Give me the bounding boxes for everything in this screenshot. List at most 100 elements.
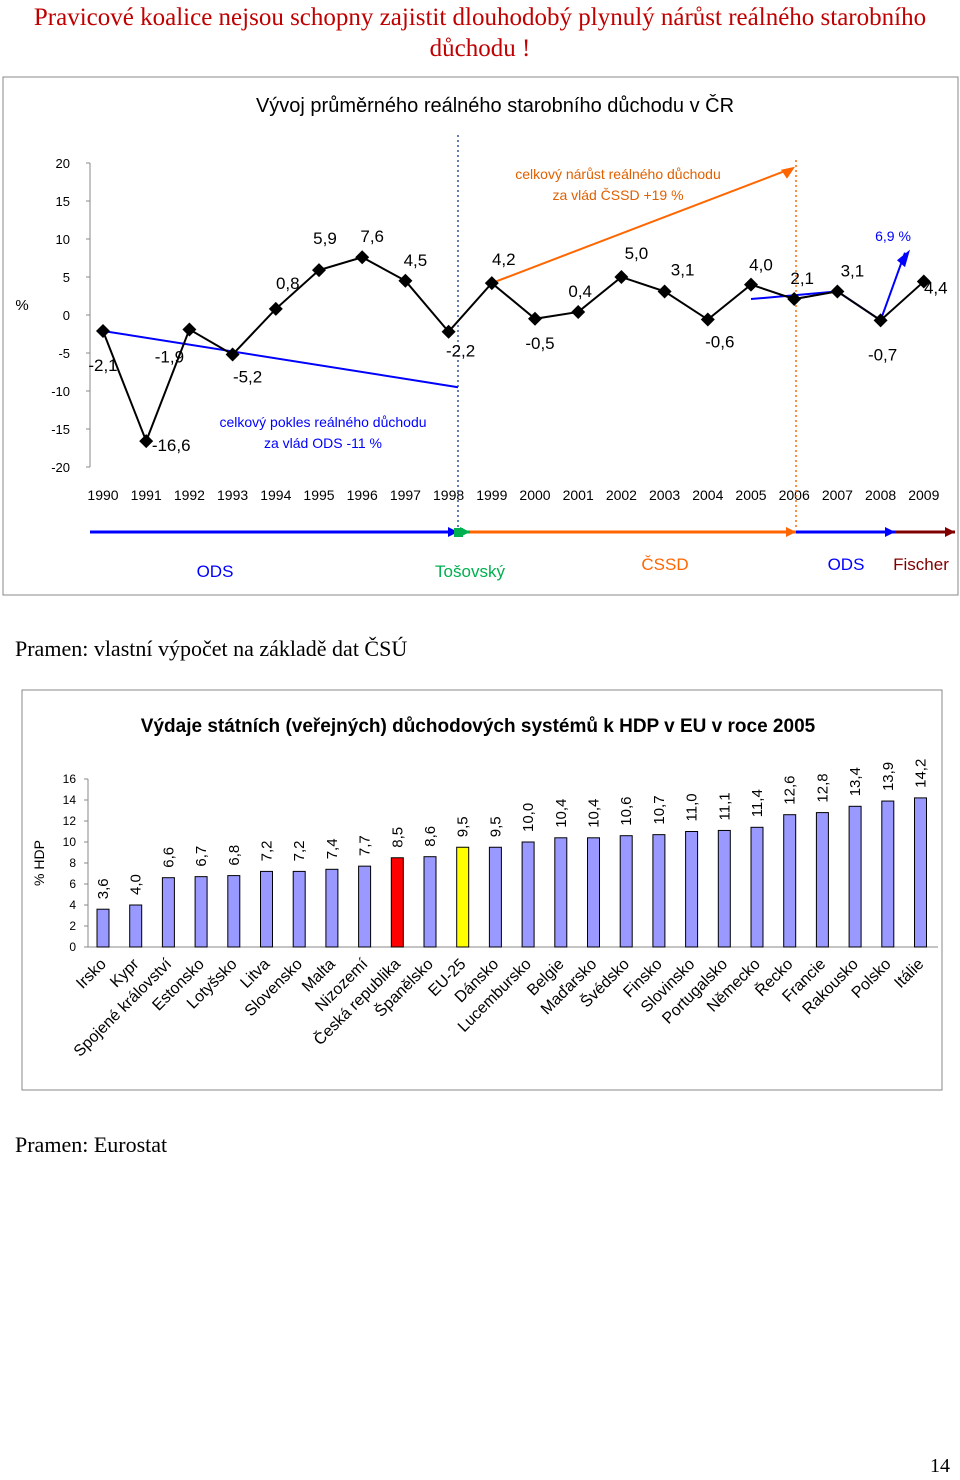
- bar: [456, 846, 470, 948]
- line-value-label: -2,2: [446, 342, 475, 361]
- line-point: [744, 277, 758, 292]
- line-chart-axes: 20 15 10 5 0 -5 -10 -15 -20 1990 1991 1992 1993 1994 1…: [51, 156, 939, 503]
- bar-value-label: 3,6: [95, 878, 112, 899]
- bar: [914, 797, 927, 948]
- bar: [652, 834, 666, 948]
- line-y-tick: 0: [63, 308, 70, 323]
- bar-value-label: 11,4: [749, 789, 766, 817]
- line-point: [312, 263, 326, 278]
- period-arrow: [885, 527, 895, 537]
- bar-value-label: 7,2: [259, 841, 276, 862]
- period-label: Fischer: [893, 555, 949, 574]
- period-label: ODS: [828, 555, 865, 574]
- bar: [521, 841, 535, 948]
- line-y-tick: -5: [58, 346, 70, 361]
- line-x-tick: 2003: [649, 487, 680, 503]
- line-chart-ylabel: %: [15, 297, 28, 314]
- bar: [619, 835, 633, 948]
- line-x-tick: 1998: [433, 487, 464, 503]
- line-x-tick: 1995: [303, 487, 334, 503]
- bar-y-tick: 16: [63, 772, 77, 786]
- line-point: [657, 284, 672, 299]
- line-value-label: -16,6: [152, 436, 191, 455]
- line-value-label: 4,5: [404, 251, 428, 270]
- line-value-label: -1,9: [155, 347, 184, 366]
- bar: [325, 868, 339, 948]
- source-note-1: Pramen: vlastní výpočet na základě dat Č…: [15, 636, 408, 661]
- bar-chart-bars: 3,6 4,0 6,6 6,7 6,8 7,2 7,2 7,4 7,7 8,5 8,6 9,5 9,5 1…: [95, 759, 930, 948]
- line-x-tick: 2006: [779, 487, 810, 503]
- bar-value-label: 10,4: [553, 799, 570, 828]
- period-label: ČSSD: [641, 555, 688, 574]
- bar-chart-title: Výdaje státních (veřejných) důchodových …: [141, 716, 816, 737]
- period-label: Tošovský: [435, 562, 505, 581]
- line-x-tick: 2004: [692, 487, 723, 503]
- bar-y-tick: 4: [69, 898, 76, 912]
- page-heading: Pravicové koalice nejsou schopny zajisti…: [33, 4, 927, 62]
- period-arrow: [786, 527, 796, 537]
- line-value-label: 3,1: [671, 260, 695, 279]
- bar: [488, 846, 502, 948]
- bar-value-label: 7,7: [357, 835, 374, 856]
- line-point: [614, 270, 629, 284]
- line-point: [873, 313, 888, 328]
- bar: [227, 875, 241, 948]
- line-value-label: -5,2: [233, 368, 262, 387]
- bar: [750, 826, 764, 948]
- bar-value-label: 8,6: [422, 826, 439, 847]
- line-x-tick: 2000: [519, 487, 550, 503]
- line-x-tick: 2001: [563, 487, 594, 503]
- bar-y-tick: 2: [69, 919, 76, 933]
- bar-value-label: 6,6: [160, 847, 177, 868]
- line-chart-periods: ODS Tošovský ČSSD ODS Fischer: [90, 135, 955, 581]
- cssd-trend-line: [491, 168, 791, 285]
- line-point: [484, 276, 499, 291]
- bar-value-label: 8,5: [389, 827, 406, 848]
- bar-y-tick: 10: [63, 835, 77, 849]
- ods-annotation: za vlád ODS -11 %: [264, 435, 382, 451]
- bar: [390, 857, 404, 948]
- line-point: [528, 311, 542, 326]
- pension-spending-chart: Výdaje státních (veřejných) důchodových …: [21, 689, 943, 1091]
- bar-value-label: 7,4: [324, 838, 341, 859]
- bar-y-tick: 14: [63, 793, 77, 807]
- line-series: [102, 256, 925, 444]
- line-value-label: 0,4: [568, 282, 592, 301]
- bar-value-label: 6,7: [193, 846, 210, 867]
- line-chart-title: Vývoj průměrného reálného starobního důc…: [256, 94, 734, 117]
- bar: [848, 805, 862, 948]
- line-x-tick: 2002: [606, 487, 637, 503]
- bar-value-label: 11,1: [716, 792, 733, 820]
- bar: [717, 829, 731, 948]
- bar-value-label: 10,7: [651, 795, 668, 824]
- line-value-label: 3,1: [841, 261, 865, 280]
- line-x-tick: 2009: [908, 487, 939, 503]
- line-point: [182, 322, 197, 337]
- line-y-tick: -20: [51, 460, 70, 475]
- line-point: [830, 284, 845, 299]
- line-value-label: 4,2: [492, 250, 516, 269]
- bar-y-tick: 6: [69, 877, 76, 891]
- line-point: [916, 274, 931, 289]
- source-note-2: Pramen: Eurostat: [15, 1132, 168, 1157]
- line-x-tick: 1999: [476, 487, 507, 503]
- line-value-label: 2,1: [790, 269, 814, 288]
- bar: [554, 837, 568, 948]
- bar-chart-ylabel: % HDP: [31, 840, 47, 886]
- line-point: [571, 304, 586, 319]
- line-x-tick: 1996: [347, 487, 378, 503]
- bar-y-tick: 12: [63, 814, 77, 828]
- bar: [96, 908, 110, 948]
- line-point: [700, 312, 715, 327]
- bar-value-label: 12,8: [814, 773, 831, 802]
- bar: [783, 814, 797, 948]
- line-x-tick: 1990: [87, 487, 118, 503]
- line-value-label: -0,5: [525, 334, 554, 353]
- bar-value-label: 11,0: [684, 793, 701, 821]
- line-y-tick: 15: [56, 194, 70, 209]
- line-point: [96, 323, 110, 338]
- line-x-tick: 1992: [174, 487, 205, 503]
- ods-trend-line: [102, 329, 459, 389]
- ods2-trend-arrowhead: [897, 249, 910, 268]
- bar: [587, 837, 600, 948]
